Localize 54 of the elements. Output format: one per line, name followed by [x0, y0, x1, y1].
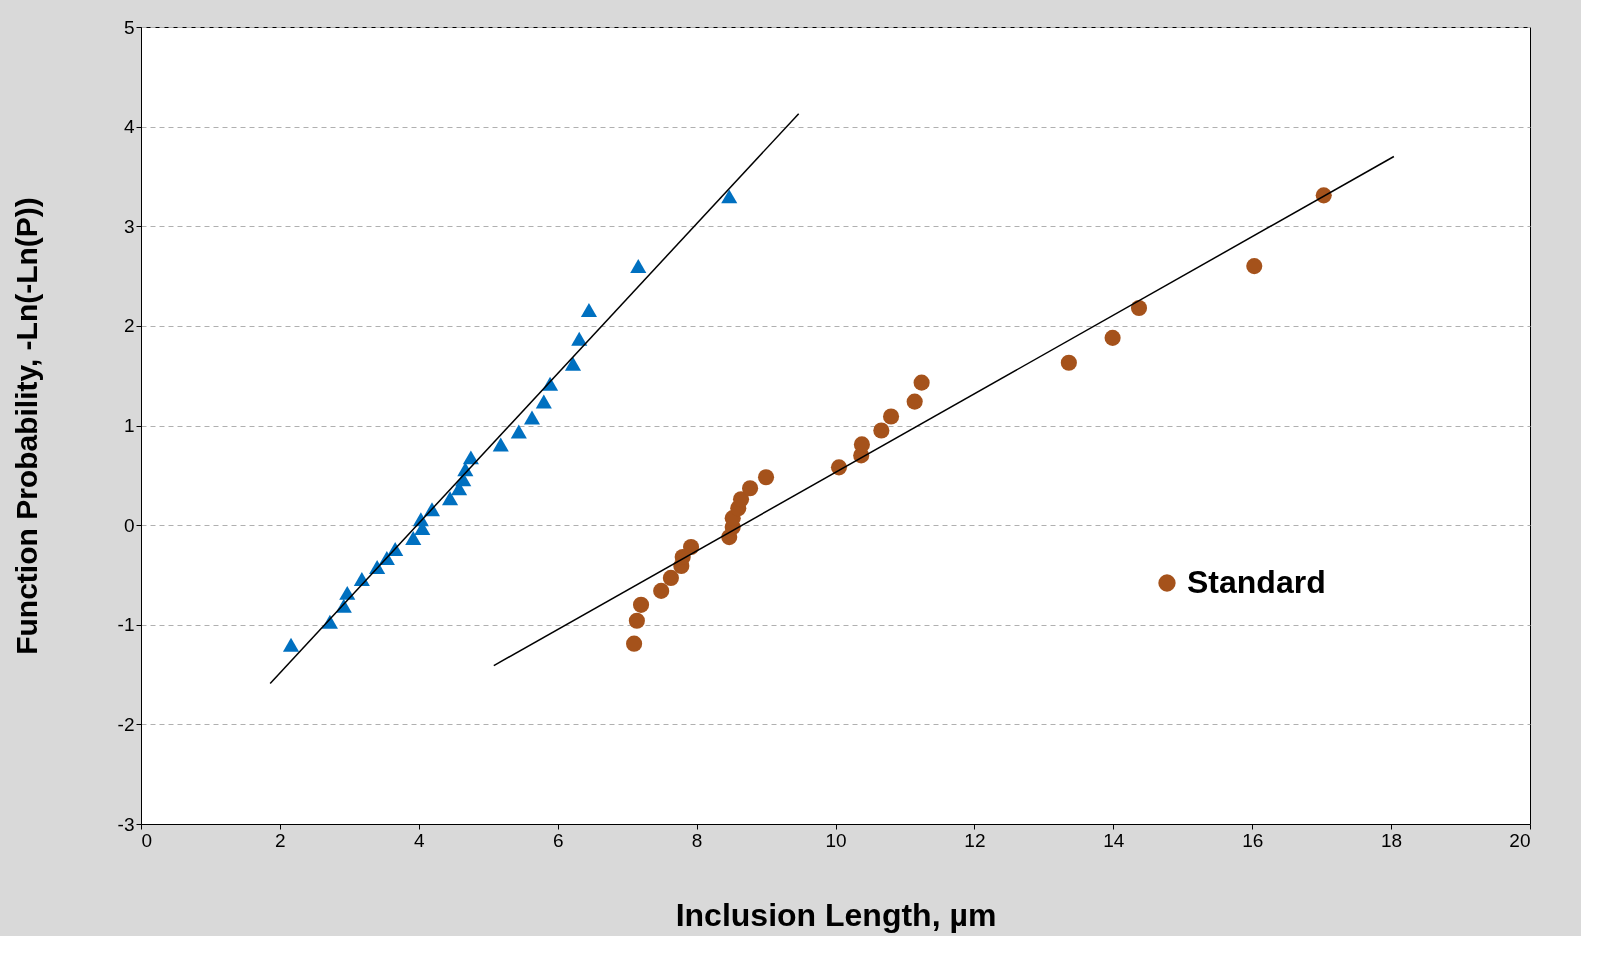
point [913, 374, 930, 391]
point [682, 539, 700, 556]
x-tick-label: 2 [275, 829, 286, 851]
x-tick-label: 20 [1509, 829, 1531, 851]
x-tick-label: 0 [141, 829, 153, 851]
y-tick-label: 2 [123, 315, 135, 337]
y-axis-title: Function Probability, -Ln(-Ln(P)) [9, 197, 43, 655]
y-tick-label: 1 [123, 415, 135, 436]
x-tick-label: 12 [964, 829, 986, 851]
point [742, 480, 759, 497]
x-tick-label: 16 [1242, 829, 1264, 851]
point [535, 394, 552, 409]
point [721, 189, 738, 204]
x-tick-label: 4 [414, 829, 426, 851]
x-tick-label: 8 [691, 829, 703, 851]
point [630, 259, 647, 274]
point [282, 637, 300, 652]
point [339, 585, 356, 600]
point [405, 531, 422, 546]
legend-label: Standard [1187, 564, 1326, 600]
point [1060, 354, 1077, 371]
point [580, 302, 598, 317]
point [628, 612, 645, 629]
point [523, 410, 541, 425]
x-tick-label: 6 [552, 829, 564, 851]
point [564, 356, 582, 371]
point [873, 422, 890, 439]
y-tick-label: 0 [123, 514, 135, 536]
point [626, 635, 643, 652]
point [653, 582, 670, 599]
point [510, 424, 527, 439]
point [1104, 329, 1121, 346]
point [571, 331, 588, 346]
point [1130, 299, 1148, 316]
y-tick-label: 3 [123, 215, 135, 237]
y-tick-label: -1 [117, 614, 135, 636]
y-tick-label: -3 [117, 813, 135, 835]
point [732, 491, 750, 508]
x-axis-title: Inclusion Length, µm [675, 896, 997, 933]
point [1246, 258, 1263, 275]
y-tick-label: 5 [123, 16, 135, 38]
point [662, 569, 679, 586]
point [757, 469, 775, 486]
point [492, 437, 509, 452]
x-tick-label: 14 [1103, 829, 1125, 851]
x-tick-label: 10 [825, 829, 847, 851]
y-tick-label: -2 [117, 713, 135, 735]
point [853, 436, 870, 453]
point [883, 408, 900, 425]
point [441, 491, 459, 506]
point [632, 596, 650, 613]
y-tick-label: 4 [123, 116, 135, 138]
point [906, 393, 923, 410]
x-tick-label: 18 [1381, 829, 1403, 851]
